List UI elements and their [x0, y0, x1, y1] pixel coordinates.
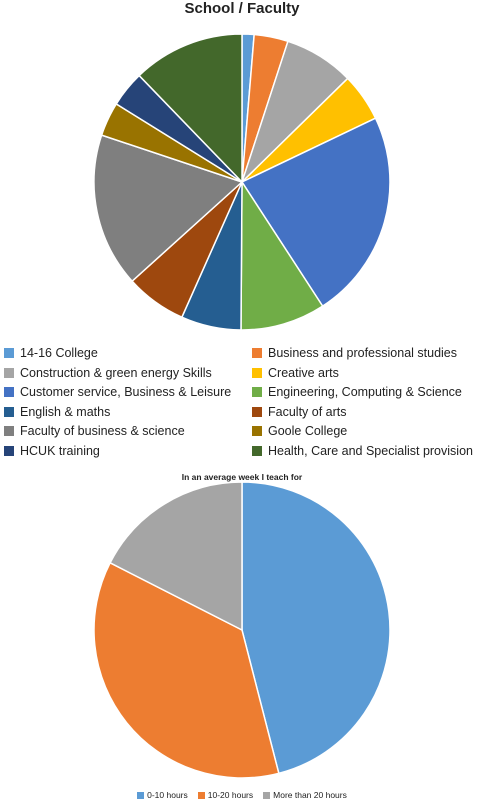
legend-item: More than 20 hours — [263, 790, 347, 800]
legend: 0-10 hours 10-20 hours More than 20 hours — [0, 790, 484, 800]
legend-swatch — [4, 426, 14, 436]
legend-swatch — [4, 387, 14, 397]
pie-slice — [109, 481, 243, 632]
legend-swatch — [4, 348, 14, 358]
legend-swatch — [252, 348, 262, 358]
legend-label: Engineering, Computing & Science — [268, 385, 462, 399]
pie-slice — [93, 134, 244, 283]
legend-label: Faculty of business & science — [20, 424, 185, 438]
legend-item: Goole College — [252, 424, 347, 438]
legend-label: 0-10 hours — [147, 790, 188, 800]
legend-label: English & maths — [20, 404, 111, 419]
legend-swatch — [4, 445, 14, 456]
pie-slice — [240, 117, 391, 308]
legend-label: More than 20 hours — [273, 790, 347, 800]
legend-item: Faculty of arts — [252, 405, 347, 419]
pie-slice — [240, 179, 324, 331]
legend-label: 14-16 College — [20, 346, 98, 360]
legend-label: Health, Care and Specialist provision — [268, 443, 473, 458]
legend-label: Goole College — [268, 424, 348, 438]
legend-item: English & maths — [4, 405, 110, 419]
legend-label: 10-20 hours — [207, 790, 254, 800]
pie-slice — [241, 481, 391, 775]
legend-label: Creative arts — [268, 365, 339, 380]
legend-label: Business and professional studies — [268, 346, 458, 360]
legend-item: 14-16 College — [4, 346, 98, 360]
legend-swatch — [137, 791, 145, 799]
legend-label: Construction & green energy Skills — [20, 365, 212, 380]
legend-swatch — [252, 367, 262, 378]
legend-item: 0-10 hours — [137, 790, 188, 800]
pie-slice — [138, 33, 243, 184]
legend-item: 10-20 hours — [197, 790, 254, 800]
pie-chart — [93, 33, 391, 331]
legend-label: Faculty of arts — [268, 404, 347, 419]
legend-swatch — [252, 387, 262, 397]
legend-item: Construction & green energy Skills — [4, 366, 212, 380]
chart-title: In an average week I teach for — [181, 472, 303, 482]
legend-swatch — [4, 367, 14, 378]
pie-slice — [93, 561, 280, 779]
legend-item: Engineering, Computing & Science — [252, 385, 462, 399]
legend-swatch — [4, 406, 14, 417]
legend-swatch — [252, 426, 262, 436]
legend-swatch — [252, 445, 262, 456]
legend-item: Creative arts — [252, 366, 339, 380]
legend-swatch — [197, 791, 205, 799]
legend-item: Business and professional studies — [252, 346, 457, 360]
legend-swatch — [263, 791, 271, 799]
legend-item: HCUK training — [4, 444, 100, 458]
legend-item: Customer service, Business & Leisure — [4, 385, 231, 399]
legend-label: Customer service, Business & Leisure — [20, 385, 232, 399]
legend-label: HCUK training — [20, 443, 100, 458]
legend-swatch — [252, 406, 262, 417]
chart-title: School / Faculty — [184, 0, 300, 17]
legend-item: Health, Care and Specialist provision — [252, 444, 473, 458]
legend-item: Faculty of business & science — [4, 424, 185, 438]
pie-chart — [93, 481, 391, 779]
